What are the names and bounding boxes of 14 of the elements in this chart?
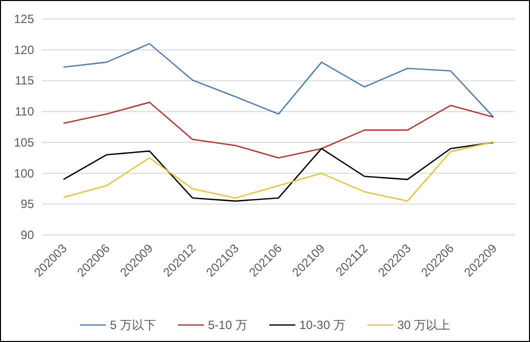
- legend-label: 5 万以下: [110, 318, 156, 332]
- legend-label: 30 万以上: [397, 318, 450, 332]
- legend-label: 10-30 万: [299, 318, 346, 332]
- legend-label: 5-10 万: [208, 318, 248, 332]
- y-tick-label: 120: [14, 42, 34, 57]
- y-tick-label: 100: [14, 166, 34, 180]
- y-tick-label: 115: [14, 74, 34, 88]
- line-series: [62, 43, 494, 118]
- y-tick-label: 110: [14, 104, 34, 119]
- y-tick-label: 90: [20, 228, 34, 242]
- y-tick-label: 125: [14, 12, 34, 26]
- line-series: [62, 102, 494, 159]
- y-tick-label: 95: [20, 197, 34, 212]
- y-tick-label: 105: [14, 135, 34, 150]
